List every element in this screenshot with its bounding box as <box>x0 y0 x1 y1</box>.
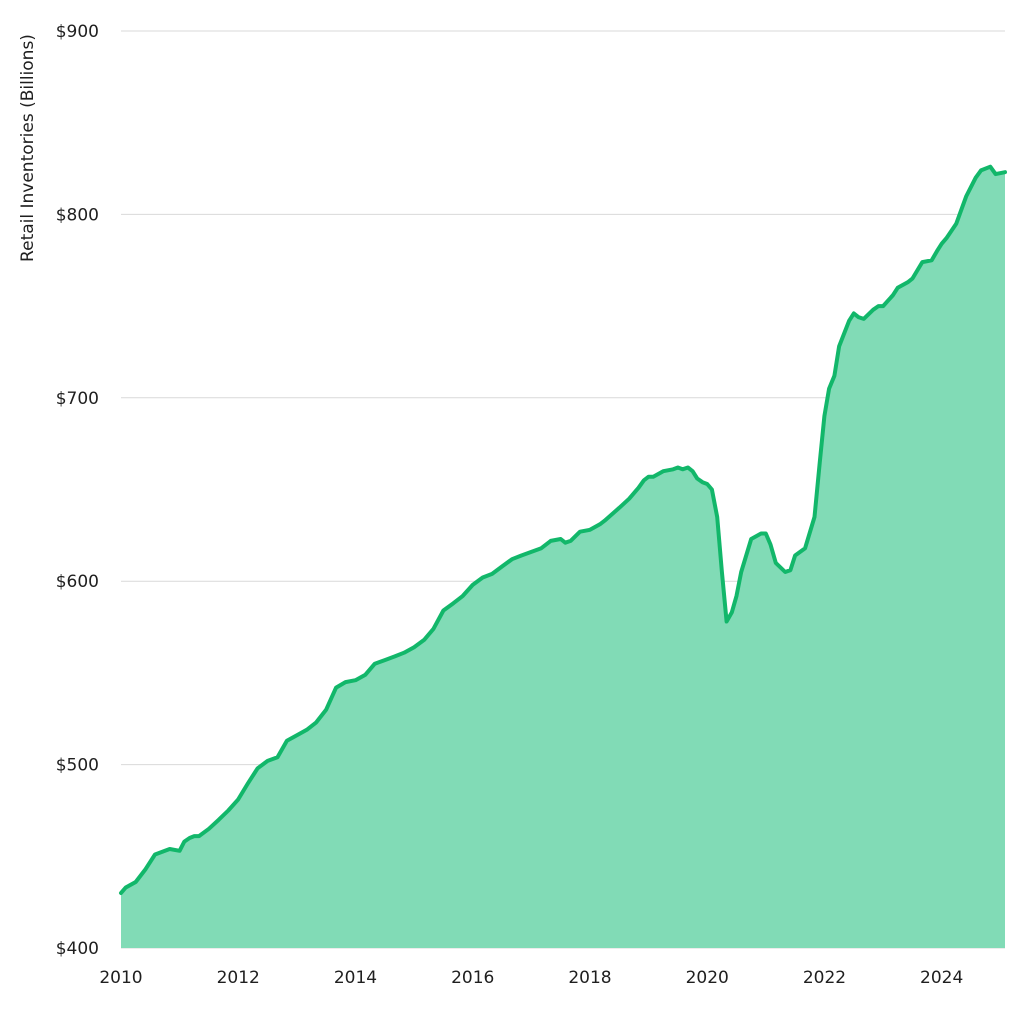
y-axis-tick-labels: $400 $500 $600 $700 $800 $900 <box>56 22 99 959</box>
y-tick-label: $700 <box>56 389 99 409</box>
series-line <box>119 164 1007 895</box>
x-tick-label: 2012 <box>217 968 260 988</box>
x-tick-label: 2022 <box>803 968 846 988</box>
x-tick-label: 2016 <box>451 968 494 988</box>
y-tick-label: $900 <box>56 22 99 42</box>
y-tick-label: $600 <box>56 572 99 592</box>
x-axis-tick-labels: 2010 2012 2014 2016 2018 2020 2022 2024 <box>99 968 963 988</box>
y-tick-label: $500 <box>56 756 99 776</box>
y-tick-label: $400 <box>56 939 99 959</box>
x-tick-label: 2024 <box>920 968 963 988</box>
y-tick-label: $800 <box>56 205 99 225</box>
x-tick-label: 2010 <box>99 968 142 988</box>
x-tick-label: 2020 <box>686 968 729 988</box>
y-axis-title: Retail Inventories (Billions) <box>18 34 38 262</box>
x-tick-label: 2018 <box>568 968 611 988</box>
x-tick-label: 2014 <box>334 968 377 988</box>
area-fill <box>121 166 1005 948</box>
